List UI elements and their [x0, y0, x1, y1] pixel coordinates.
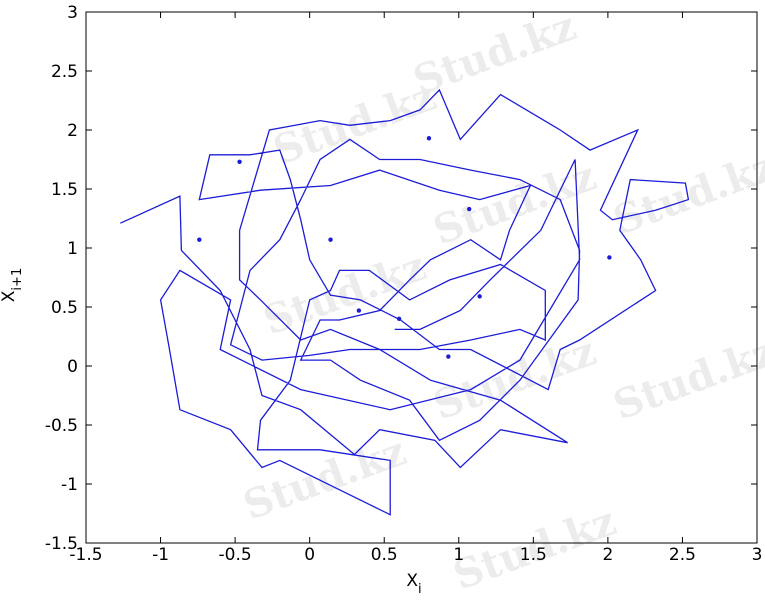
- y-tick-label: 0.5: [51, 298, 78, 318]
- y-tick-label: 1: [67, 239, 78, 259]
- y-tick-label: 3: [67, 3, 78, 23]
- y-tick-label: 2.5: [51, 62, 78, 82]
- y-tick-label: -1.5: [45, 534, 78, 554]
- x-tick-label: 1: [453, 545, 464, 565]
- y-label-sub: i+1: [10, 268, 25, 291]
- watermark-layer: Stud.kzStud.kzStud.kzStud.kzStud.kzStud.…: [237, 3, 765, 600]
- marker: [467, 206, 472, 212]
- marker: [446, 354, 451, 359]
- watermark: Stud.kz: [237, 428, 412, 530]
- y-tick-label: 1.5: [51, 180, 78, 200]
- marker: [477, 294, 482, 299]
- x-label-sub: i: [418, 582, 422, 597]
- marker: [197, 237, 202, 242]
- x-tick-label: 2.5: [669, 545, 696, 565]
- x-tick-label: -0.5: [219, 545, 252, 565]
- y-axis-label: Xi+1: [0, 268, 25, 302]
- x-tick-label: 1.5: [520, 545, 547, 565]
- x-label-main: X: [406, 571, 418, 591]
- watermark: Stud.kz: [607, 143, 765, 245]
- plot-frame: [85, 11, 758, 544]
- marker: [607, 255, 612, 260]
- watermark: Stud.kz: [407, 3, 582, 105]
- y-tick-label: -0.5: [45, 416, 78, 436]
- y-tick-label: 2: [67, 121, 78, 141]
- x-tick-label: 0: [304, 545, 315, 565]
- x-tick-label: 0.5: [371, 545, 398, 565]
- marker: [396, 316, 402, 321]
- trajectory-line: [120, 88, 690, 516]
- x-axis-label: Xi: [406, 571, 421, 597]
- y-tick-label: -1: [61, 475, 78, 495]
- x-tick-label: -1: [152, 545, 169, 565]
- x-tick-label: -1.5: [69, 545, 102, 565]
- x-tick-label: 2: [602, 545, 613, 565]
- marker: [356, 308, 362, 313]
- plot-area: -1.5 -1 -0.5 0 0.5 1 1.5 2 2.5 3 -1.5 -1 -0.5 0 0.5 1 1.…: [45, 3, 763, 565]
- y-label-main: X: [0, 290, 19, 302]
- y-tick-label: 0: [67, 357, 78, 377]
- marker: [328, 237, 333, 242]
- marker: [426, 136, 432, 141]
- marker: [237, 159, 242, 165]
- watermark: Stud.kz: [607, 328, 765, 430]
- x-tick-label: 3: [752, 545, 763, 565]
